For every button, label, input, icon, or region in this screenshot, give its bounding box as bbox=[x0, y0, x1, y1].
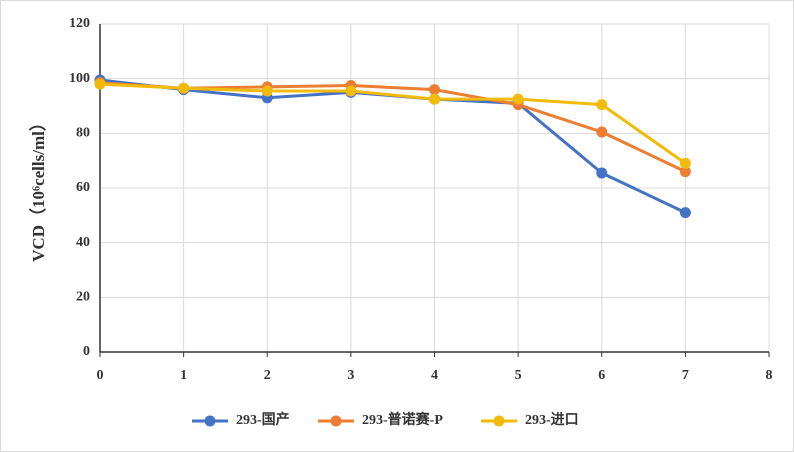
y-tick-label: 120 bbox=[69, 16, 90, 31]
legend-label: 293-普诺赛-P bbox=[362, 411, 443, 428]
y-tick-label: 100 bbox=[69, 71, 90, 86]
x-tick-label: 2 bbox=[264, 368, 271, 383]
point bbox=[596, 126, 608, 138]
point bbox=[596, 99, 608, 111]
point bbox=[679, 207, 691, 219]
point bbox=[679, 157, 691, 169]
point bbox=[178, 82, 190, 94]
y-tick-label: 60 bbox=[76, 180, 90, 195]
x-tick-label: 1 bbox=[180, 368, 187, 383]
point bbox=[429, 93, 440, 105]
legend-marker bbox=[204, 415, 216, 427]
point bbox=[345, 85, 357, 97]
point bbox=[429, 84, 440, 96]
point bbox=[512, 93, 524, 105]
legend-marker bbox=[493, 415, 505, 427]
x-tick-label: 3 bbox=[347, 368, 354, 383]
series-line bbox=[99, 82, 687, 165]
y-axis-label: VCD（10⁶cells/ml） bbox=[28, 114, 48, 262]
x-tick-label: 0 bbox=[97, 368, 104, 383]
legend-label: 293-进口 bbox=[525, 412, 579, 428]
point bbox=[596, 167, 608, 179]
y-tick-label: 20 bbox=[76, 290, 90, 305]
point bbox=[94, 78, 106, 90]
legend-marker bbox=[330, 415, 342, 427]
point bbox=[679, 166, 691, 178]
legend-label: 293-国产 bbox=[236, 411, 290, 428]
x-tick-label: 5 bbox=[515, 368, 522, 383]
x-tick-label: 4 bbox=[431, 368, 438, 383]
x-tick-label: 7 bbox=[682, 368, 689, 383]
y-tick-label: 40 bbox=[76, 235, 90, 250]
y-tick-label: 0 bbox=[83, 344, 90, 359]
x-tick-label: 6 bbox=[598, 368, 605, 383]
y-tick-label: 80 bbox=[76, 126, 90, 141]
point bbox=[261, 85, 273, 97]
x-tick-label: 8 bbox=[766, 368, 773, 383]
